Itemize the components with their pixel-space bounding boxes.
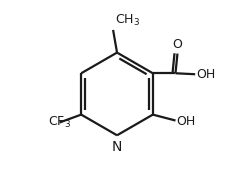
Text: CH$_3$: CH$_3$ bbox=[115, 13, 140, 28]
Text: O: O bbox=[173, 38, 182, 51]
Text: OH: OH bbox=[196, 68, 215, 81]
Text: N: N bbox=[112, 140, 122, 154]
Text: OH: OH bbox=[176, 115, 196, 128]
Text: CF$_3$: CF$_3$ bbox=[48, 115, 71, 130]
